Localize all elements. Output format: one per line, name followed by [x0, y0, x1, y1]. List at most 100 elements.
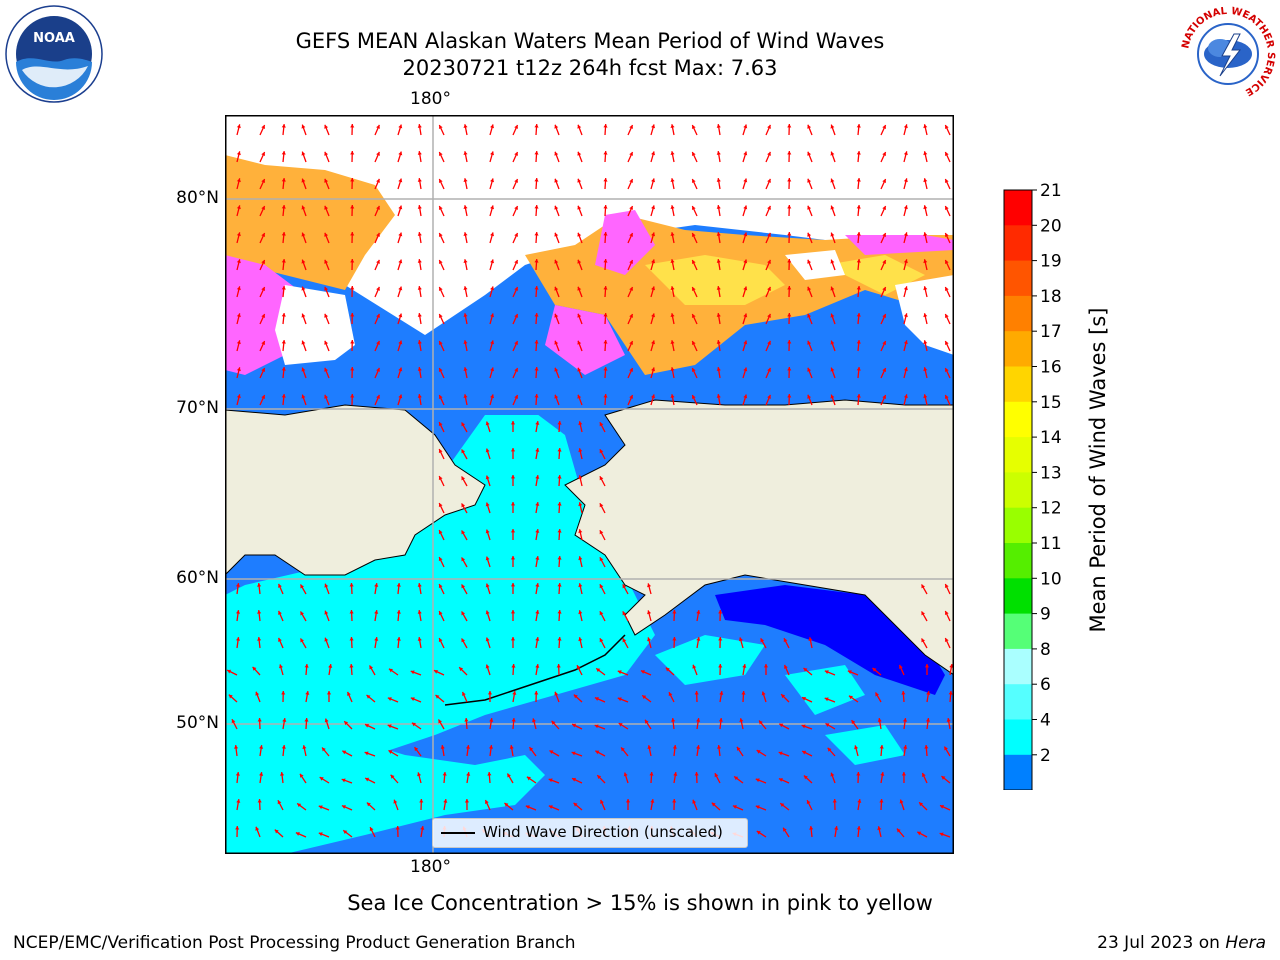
graticule	[225, 115, 954, 854]
wave-arrow-head	[235, 610, 241, 614]
wave-arrow-head	[577, 340, 582, 345]
colorbar-tick-label: 9	[1040, 605, 1051, 625]
colorbar-tick-label: 6	[1040, 675, 1051, 695]
wave-arrow-head	[465, 745, 471, 749]
wave-arrow-head	[485, 448, 490, 453]
wave-arrow-head	[830, 340, 835, 345]
wave-arrow-head	[526, 776, 531, 781]
wave-arrow-head	[903, 124, 908, 129]
wave-arrow-head	[743, 178, 748, 183]
wave-arrow-head	[603, 394, 608, 398]
wave-arrow-head	[438, 584, 443, 589]
wave-arrow-head	[734, 776, 739, 781]
wave-arrow-head	[417, 286, 422, 290]
wave-arrow-head	[803, 667, 808, 672]
wave-arrow-head	[369, 827, 374, 832]
wave-arrow-head	[925, 718, 931, 722]
wave-arrow-head	[376, 259, 380, 264]
wave-arrow-head	[599, 422, 604, 427]
wave-arrow-head	[341, 778, 346, 783]
wave-arrow-head	[578, 556, 583, 561]
wave-arrow-head	[535, 556, 540, 560]
wave-arrow-head	[507, 773, 511, 778]
wave-arrow-head	[649, 772, 654, 776]
map-panel	[225, 115, 954, 854]
wave-arrow-head	[554, 259, 559, 264]
wave-arrow-head	[923, 151, 928, 156]
wave-arrow-head	[438, 233, 443, 238]
wave-arrow-head	[534, 178, 539, 182]
wave-arrow-head	[548, 778, 553, 783]
wave-arrow-head	[629, 286, 633, 291]
wave-arrow-head	[548, 805, 553, 810]
wave-arrow-head	[485, 583, 490, 588]
wave-arrow-head	[461, 422, 466, 427]
wave-arrow-head	[787, 232, 792, 236]
colorbar-segment	[1004, 331, 1032, 367]
wave-arrow-head	[417, 340, 422, 344]
chart-title-line1: GEFS MEAN Alaskan Waters Mean Period of …	[295, 29, 885, 53]
wave-arrow-head	[623, 772, 628, 777]
wave-arrow-head	[417, 394, 422, 398]
wave-arrow-head	[324, 205, 329, 210]
wave-arrow-head	[490, 394, 495, 399]
wave-arrow-head	[487, 691, 493, 695]
wave-arrow-head	[350, 313, 355, 317]
wave-arrow-head	[324, 394, 329, 399]
wave-arrow-head	[301, 178, 306, 183]
wave-arrow-head	[827, 747, 832, 752]
wave-arrow-head	[668, 692, 673, 697]
wave-arrow-head	[645, 719, 649, 724]
wave-arrow-head	[807, 232, 812, 237]
wave-arrow-head	[763, 664, 769, 668]
wave-arrow-head	[350, 124, 355, 128]
wave-arrow-head	[944, 638, 949, 643]
wave-arrow-head	[376, 340, 380, 345]
wave-arrow-head	[534, 313, 539, 317]
wave-arrow-head	[714, 773, 719, 778]
wave-arrow-head	[577, 394, 582, 399]
colorbar-segment	[1004, 366, 1032, 403]
wave-arrow-head	[670, 394, 675, 398]
wave-arrow-head	[461, 638, 466, 643]
wave-arrow-head	[438, 503, 443, 508]
wave-arrow-head	[557, 502, 562, 506]
wave-arrow-head	[509, 745, 514, 749]
wave-arrow-head	[463, 232, 468, 236]
wave-arrow-head	[830, 178, 835, 183]
wave-arrow-head	[261, 286, 266, 291]
wave-arrow-head	[803, 775, 808, 780]
wave-arrow-head	[228, 694, 233, 699]
wave-arrow-head	[236, 340, 241, 345]
wave-arrow-head	[227, 669, 232, 674]
wave-arrow-head	[603, 286, 608, 290]
wave-arrow-head	[463, 259, 468, 263]
wave-arrow-head	[514, 367, 518, 372]
wave-arrow-head	[808, 637, 813, 641]
wave-arrow-head	[787, 394, 792, 398]
wave-arrow-head	[672, 799, 677, 803]
wave-arrow-head	[672, 745, 677, 749]
wave-arrow-head	[554, 178, 559, 183]
wave-arrow-head	[512, 691, 517, 695]
wave-arrow-head	[767, 367, 771, 372]
wave-arrow-head	[261, 259, 266, 264]
wave-arrow-head	[716, 205, 721, 209]
wave-arrow-head	[599, 530, 604, 535]
wave-arrow-head	[261, 313, 266, 318]
wave-arrow-head	[376, 367, 380, 372]
wave-arrow-head	[261, 232, 266, 237]
wave-arrow-head	[376, 313, 380, 318]
wave-arrow-head	[347, 691, 351, 696]
wave-arrow-head	[350, 151, 355, 155]
wave-arrow-head	[716, 178, 721, 182]
wave-arrow-head	[577, 232, 582, 237]
wave-arrow-head	[783, 638, 788, 643]
wave-arrow-head	[882, 367, 887, 372]
wave-arrow-head	[691, 314, 696, 319]
wave-arrow-head	[279, 664, 283, 669]
wave-arrow-head	[281, 124, 286, 128]
wave-arrow-head	[557, 556, 562, 560]
wave-arrow-head	[281, 232, 286, 236]
wave-arrow-head	[485, 556, 490, 561]
